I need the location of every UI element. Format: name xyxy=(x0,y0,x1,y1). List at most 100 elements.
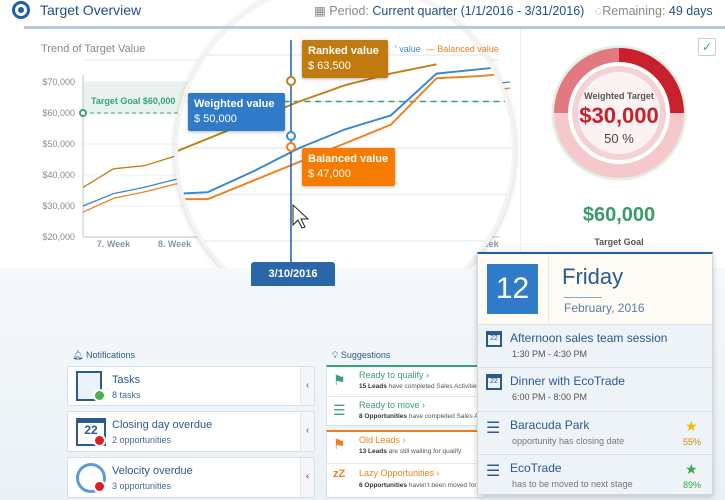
event-time: 1:30 PM - 4:30 PM xyxy=(512,349,588,359)
suggestion-title: Old Leads › xyxy=(359,435,406,445)
legend-balanced[interactable]: — Balanced value xyxy=(425,44,499,54)
notification-closing-day[interactable]: 22 Closing day overdue 2 opportunities ‹ xyxy=(67,411,315,452)
remaining-value: 49 days xyxy=(668,4,713,18)
page-title: Target Overview xyxy=(40,2,142,18)
goal-marker-left[interactable] xyxy=(79,109,87,117)
target-goal-label: Target Goal $60,000 xyxy=(91,96,175,106)
chevron-left-icon[interactable]: ‹ xyxy=(300,367,314,405)
notification-sub: 3 opportunities xyxy=(112,481,172,491)
event-title: Dinner with EcoTrade xyxy=(510,374,625,388)
suggestion-old-leads[interactable]: ⚑ Old Leads › 13 Leads are still waiting f… xyxy=(327,432,485,464)
goal-label: Target Goal xyxy=(594,237,644,247)
series-line-ranked-value xyxy=(177,63,437,214)
notification-velocity[interactable]: Velocity overdue 3 opportunities ‹ xyxy=(67,457,315,498)
gauge-fill xyxy=(618,48,684,114)
suggestions-title: 💡︎ Suggestions xyxy=(332,350,391,360)
opportunity-sub: opportunity has closing date xyxy=(512,436,625,446)
period-info: ▦ Period: Current quarter (1/1/2016 - 3/… xyxy=(314,3,713,18)
check-icon[interactable]: ✓ xyxy=(698,38,716,56)
x-tick-label: 7. Week xyxy=(97,239,131,249)
event-title: Afternoon sales team session xyxy=(510,331,668,345)
magnifier-rim xyxy=(174,0,516,300)
notification-title: Velocity overdue xyxy=(112,465,193,477)
notification-sub: 8 tasks xyxy=(112,390,141,400)
crosshair-date-label: 3/10/2016 xyxy=(251,262,335,286)
weighted-point[interactable] xyxy=(286,131,296,141)
legend-weighted[interactable]: ' value xyxy=(395,44,421,54)
tooltip-weighted: Weighted value $ 50,000 xyxy=(188,93,285,131)
task-list-icon xyxy=(76,371,102,401)
opportunity-list-icon: ☰ xyxy=(486,463,501,480)
opportunity-title: Baracuda Park xyxy=(510,418,590,432)
y-tick-label: $30,000 xyxy=(42,201,75,211)
mouse-cursor-icon xyxy=(292,203,310,229)
ranked-point[interactable] xyxy=(286,76,296,86)
notification-tasks[interactable]: Tasks 8 tasks ‹ xyxy=(67,366,315,406)
chart-title: Trend of Target Value xyxy=(41,43,146,55)
calendar-day: 12 xyxy=(487,264,538,314)
opportunity-title: EcoTrade xyxy=(510,461,562,475)
target-icon xyxy=(12,1,30,19)
notifications-title: 🔔︎ Notifications xyxy=(72,350,135,360)
opportunity-item[interactable]: ☰ Baracuda Park opportunity has closing da… xyxy=(478,411,712,455)
opportunity-sub: has to be moved to next stage xyxy=(512,479,633,489)
y-tick-label: $50,000 xyxy=(42,139,75,149)
sleep-icon: zZ xyxy=(333,468,346,480)
suggestion-sub: 8 Opportunities have completed Sales Ac xyxy=(359,413,482,420)
event-item[interactable]: 22 Dinner with EcoTrade 6:00 PM - 8:00 PM xyxy=(478,367,712,411)
goal-value: $60,000 xyxy=(582,204,656,226)
calendar-header: 12 Friday February, 2016 xyxy=(478,254,712,324)
suggestion-ready-to-move[interactable]: ☰ Ready to move › 8 Opportunities have com… xyxy=(327,397,485,425)
event-calendar-icon: 22 xyxy=(486,374,502,390)
notification-title: Closing day overdue xyxy=(112,419,213,431)
y-tick-label: $60,000 xyxy=(42,108,75,118)
y-tick-label: $40,000 xyxy=(42,170,75,180)
period-label: Period: xyxy=(329,4,369,18)
suggestion-lazy-opportunities[interactable]: zZ Lazy Opportunities › 6 Opportunities ha… xyxy=(327,464,485,497)
balanced-point[interactable] xyxy=(286,142,296,152)
gauge-percent: 50 % xyxy=(604,131,634,146)
calendar-icon: 22 xyxy=(76,418,106,446)
suggestion-title: Lazy Opportunities › xyxy=(359,468,440,478)
suggestion-sub: 6 Opportunities haven't been moved for a xyxy=(359,482,482,489)
weighted-gauge xyxy=(551,45,687,181)
remaining-label: Remaining: xyxy=(602,4,666,18)
suggestion-sub: 15 Leads have completed Sales Activities xyxy=(359,383,480,390)
period-value[interactable]: Current quarter (1/1/2016 - 3/31/2016) xyxy=(372,4,585,18)
weighted-target-panel: ✓ Weighted Target $30,000 50 % $60,000 T… xyxy=(520,29,725,265)
suggestions-positive: ⚑ Ready to qualify › 15 Leads have complet… xyxy=(326,365,486,426)
old-flag-icon: ⚑ xyxy=(333,436,346,452)
x-tick-label: 8. Week xyxy=(158,239,192,249)
header-divider xyxy=(24,26,725,29)
alert-badge-icon xyxy=(93,480,106,493)
suggestions-warning: ⚑ Old Leads › 13 Leads are still waiting f… xyxy=(326,430,486,498)
timer-icon: ◌ xyxy=(594,4,603,18)
gauge-label: Weighted Target xyxy=(584,91,654,101)
y-tick-label: $70,000 xyxy=(42,77,75,87)
opportunity-list-icon: ☰ xyxy=(486,420,501,437)
notification-sub: 2 opportunities xyxy=(112,435,172,445)
suggestion-title: Ready to move › xyxy=(359,400,426,410)
calendar-month-year: February, 2016 xyxy=(564,301,645,315)
calendar-weekday: Friday xyxy=(562,264,624,289)
lightbulb-icon: 💡︎ xyxy=(332,350,339,360)
opportunity-item[interactable]: ☰ EcoTrade has to be moved to next stage ★ 8… xyxy=(478,454,712,494)
alert-badge-icon xyxy=(93,434,106,447)
y-tick-label: $20,000 xyxy=(42,232,75,242)
flag-check-icon: ⚑ xyxy=(333,372,346,388)
suggestion-sub: 13 Leads are still waiting for qualify xyxy=(359,448,462,455)
tooltip-balanced: Balanced value $ 47,000 xyxy=(302,148,395,186)
event-item[interactable]: 22 Afternoon sales team session 1:30 PM - … xyxy=(478,324,712,368)
notification-title: Tasks xyxy=(112,374,141,386)
suggestion-ready-to-qualify[interactable]: ⚑ Ready to qualify › 15 Leads have complet… xyxy=(327,367,485,397)
chevron-left-icon[interactable]: ‹ xyxy=(300,458,314,497)
gauge-value: $30,000 xyxy=(579,103,659,128)
suggestion-title: Ready to qualify › xyxy=(359,370,430,380)
chevron-left-icon[interactable]: ‹ xyxy=(300,412,314,451)
calendar-icon: ▦ xyxy=(314,4,330,18)
opportunity-rating: 55% xyxy=(683,437,702,447)
star-icon: ★ xyxy=(685,461,698,477)
chart-legend: ' value — Balanced value xyxy=(395,44,499,54)
calendar-popup: 12 Friday February, 2016 22 Afternoon sal… xyxy=(477,252,713,495)
star-icon: ★ xyxy=(685,418,698,434)
